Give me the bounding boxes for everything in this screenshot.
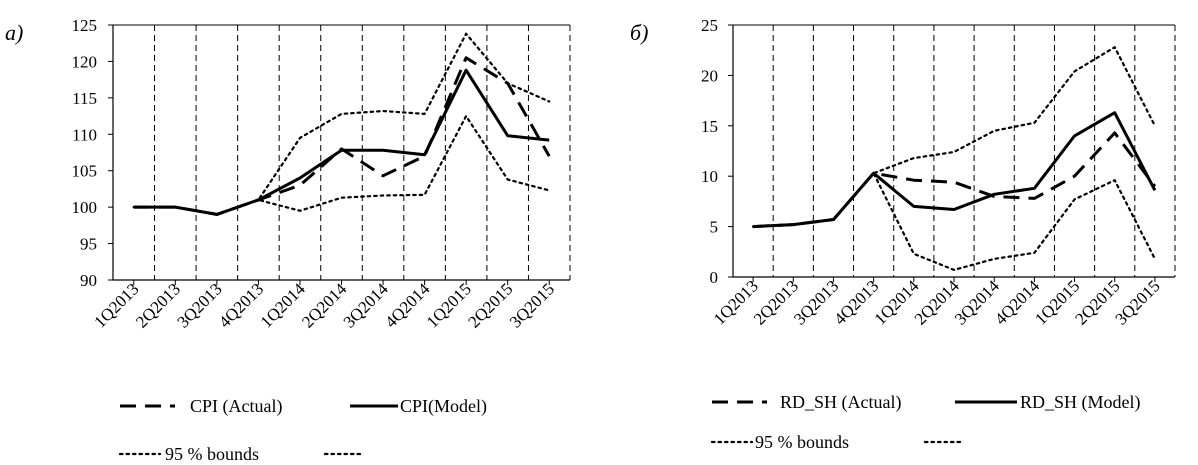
y-tick-label: 120: [72, 52, 98, 71]
y-tick-label: 20: [701, 66, 718, 85]
x-tick-label: 1Q2014: [257, 279, 310, 332]
legend-label: RD_SH (Actual): [780, 392, 901, 413]
y-tick-label: 90: [80, 271, 97, 290]
x-tick-label: 1Q2015: [423, 279, 475, 331]
series-line-cpi-model: [133, 68, 550, 216]
legend-label: RD_SH (Model): [1020, 392, 1141, 413]
legend-label: CPI (Actual): [190, 396, 282, 417]
y-tick-label: 100: [72, 198, 98, 217]
chart-panel-a: а)90951001051101151201251Q20132Q20133Q20…: [5, 16, 571, 464]
x-tick-label: 3Q2015: [506, 279, 558, 331]
legend-label: 95 % bounds: [755, 432, 849, 452]
y-tick-label: 10: [701, 167, 718, 186]
x-tick-label: 2Q2013: [132, 279, 184, 331]
series-line-95-bounds: [132, 32, 551, 216]
x-tick-label: 1Q2013: [90, 279, 142, 331]
y-tick-label: 5: [710, 218, 719, 237]
y-tick-label: 0: [710, 268, 719, 287]
y-tick-label: 105: [72, 162, 98, 181]
chart-panel-b: б)05101520251Q20132Q20133Q20134Q20131Q20…: [630, 16, 1176, 452]
x-tick-label: 3Q2013: [790, 276, 842, 328]
series-line-lower-bound: [132, 114, 551, 216]
y-tick-label: 115: [72, 89, 97, 108]
x-tick-label: 2Q2015: [1071, 276, 1123, 328]
x-tick-label: 1Q2015: [1031, 276, 1083, 328]
x-tick-label: 4Q2013: [830, 276, 882, 328]
x-tick-label: 2Q2013: [750, 276, 802, 328]
y-tick-label: 125: [72, 16, 98, 35]
panel-label: а): [5, 20, 23, 45]
x-tick-label: 2Q2014: [298, 279, 351, 332]
x-tick-label: 3Q2015: [1112, 276, 1164, 328]
legend-label: CPI(Model): [400, 396, 487, 417]
x-tick-label: 4Q2013: [215, 279, 267, 331]
y-tick-label: 95: [80, 235, 97, 254]
legend-label: 95 % bounds: [165, 444, 259, 464]
y-tick-label: 110: [72, 125, 97, 144]
panel-label: б): [630, 20, 648, 45]
y-tick-label: 25: [701, 16, 718, 35]
series-line-lower-bound: [751, 172, 1157, 271]
x-tick-label: 4Q2014: [381, 279, 434, 332]
x-tick-label: 2Q2015: [464, 279, 516, 331]
y-tick-label: 15: [701, 117, 718, 136]
x-tick-label: 3Q2013: [174, 279, 226, 331]
x-tick-label: 3Q2014: [340, 279, 393, 332]
